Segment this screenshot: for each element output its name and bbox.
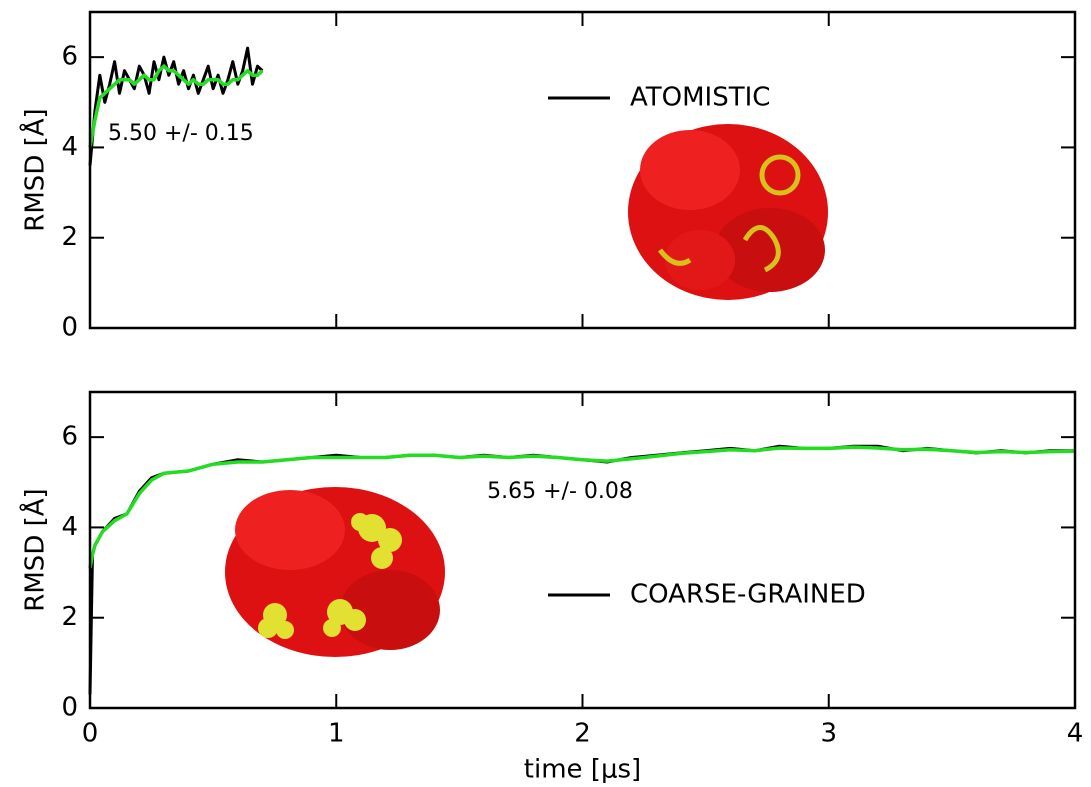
y-axis-label: RMSD [Å] (19, 488, 51, 611)
data-line (88, 46, 264, 166)
y-tick-label: 4 (61, 512, 78, 542)
annotation: 5.65 +/- 0.08 (487, 479, 633, 504)
protein-coarse-grained (225, 487, 445, 657)
y-tick-label: 6 (61, 422, 78, 452)
y-axis-label: RMSD [Å] (19, 108, 51, 231)
x-tick-label: 3 (820, 719, 837, 749)
annotation: 5.50 +/- 0.15 (108, 121, 254, 146)
x-tick-label: 1 (328, 719, 345, 749)
x-tick-label: 2 (574, 719, 591, 749)
legend-label: ATOMISTIC (630, 83, 770, 113)
x-tick-label: 0 (82, 719, 99, 749)
y-tick-label: 4 (61, 132, 78, 162)
y-tick-label: 6 (61, 42, 78, 72)
plot-frame (88, 10, 1077, 330)
protein-atomistic (628, 124, 828, 300)
legend-label: COARSE-GRAINED (630, 580, 866, 610)
y-tick-label: 2 (61, 602, 78, 632)
y-tick-label: 2 (61, 222, 78, 252)
x-tick-label: 4 (1067, 719, 1084, 749)
data-line (88, 445, 1076, 569)
y-tick-label: 0 (61, 693, 78, 723)
y-tick-label: 0 (61, 313, 78, 343)
x-axis-label: time [μs] (524, 755, 641, 785)
data-line (88, 64, 264, 148)
